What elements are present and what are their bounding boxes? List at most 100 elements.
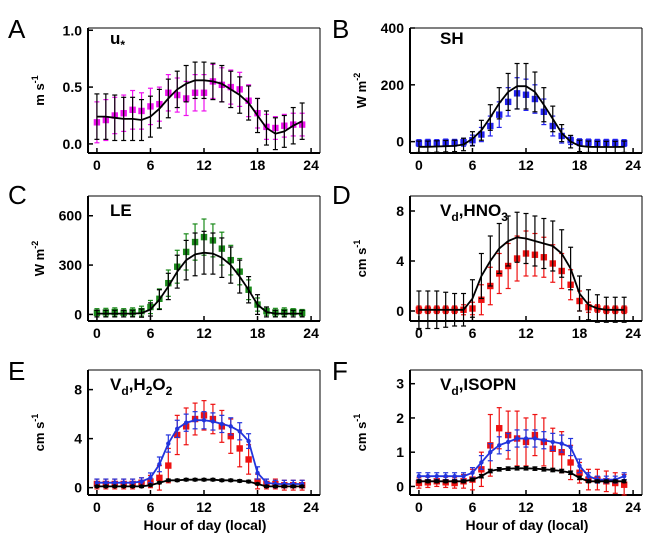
data-point — [567, 459, 574, 466]
y-axis-label: cm s-1 — [352, 240, 369, 278]
y-tick-label: 1.0 — [63, 22, 83, 38]
x-axis-label-right: Hour of day (local) — [466, 517, 589, 533]
data-point — [219, 478, 225, 483]
y-axis-label-main: m s — [32, 83, 47, 105]
data-point — [183, 420, 189, 425]
x-tick-label: 18 — [250, 499, 266, 515]
y-tick-label: 4 — [396, 253, 404, 269]
y-tick-label: 0 — [396, 303, 404, 319]
data-point — [416, 479, 422, 484]
series-1 — [94, 61, 305, 151]
data-point — [586, 479, 591, 484]
data-point — [192, 418, 198, 423]
data-point — [255, 470, 260, 476]
data-point — [130, 484, 135, 489]
panel-title-part: d — [451, 384, 458, 398]
panel-title-part: * — [120, 38, 125, 52]
y-axis-label-sup: -2 — [352, 73, 362, 81]
x-tick-label: 6 — [469, 325, 477, 341]
data-point — [586, 473, 591, 479]
data-point — [550, 467, 555, 473]
panel-title: Vd,H2O2 — [110, 375, 173, 398]
series-line — [418, 467, 625, 483]
panel-title-part: u — [110, 29, 120, 48]
panel-title-part: 2 — [146, 384, 153, 398]
data-point — [156, 474, 163, 482]
series-1 — [416, 62, 627, 154]
data-point — [103, 484, 109, 489]
panel-title-part: ,H — [129, 375, 146, 394]
series-0 — [415, 230, 628, 316]
x-tick-label: 24 — [625, 499, 641, 515]
x-tick-label: 0 — [415, 157, 423, 173]
data-point — [461, 479, 466, 484]
data-point — [228, 424, 233, 429]
data-point — [532, 466, 538, 471]
panel-title: SH — [440, 29, 464, 48]
data-point — [121, 480, 126, 485]
data-point — [434, 473, 439, 479]
series-1 — [94, 411, 305, 489]
panel-title-part: 3 — [501, 210, 508, 224]
data-point — [479, 473, 484, 479]
data-point — [157, 462, 162, 467]
data-point — [434, 479, 439, 484]
data-point — [264, 484, 269, 489]
data-point — [621, 479, 627, 484]
x-tick-label: 6 — [147, 499, 155, 515]
data-point — [237, 429, 242, 434]
x-tick-label: 18 — [250, 325, 266, 341]
panel-b: B SH 0 6 12 18 24 0 200 400 W m-2 — [332, 14, 643, 173]
data-point — [210, 477, 216, 482]
y-axis-label-main: cm s — [32, 422, 47, 452]
y-axis-label: W m-2 — [352, 73, 369, 108]
panel-title-part: O — [152, 375, 165, 394]
x-tick-label: 12 — [518, 499, 534, 515]
data-point — [227, 432, 234, 440]
data-point — [299, 484, 305, 489]
y-tick-label: 8 — [74, 382, 82, 398]
data-point — [201, 418, 207, 423]
y-tick-label: 0 — [396, 478, 404, 494]
y-axis-label: cm s-1 — [352, 414, 369, 452]
x-tick-label: 0 — [93, 157, 101, 173]
data-point — [470, 470, 475, 475]
data-point — [139, 484, 144, 489]
series-line — [418, 85, 625, 148]
data-point — [470, 477, 475, 482]
data-point — [219, 421, 225, 427]
panel-title-part: V — [440, 375, 452, 394]
y-tick-label: 8 — [396, 203, 404, 219]
x-tick-label: 6 — [147, 157, 155, 173]
y-tick-label: 0 — [74, 306, 82, 322]
panel-letter: A — [8, 14, 26, 44]
data-point — [273, 484, 278, 489]
panel-letter: C — [8, 180, 27, 210]
panel-title-part: ,HNO — [459, 201, 502, 220]
panel-title: LE — [110, 201, 132, 220]
panel-title: Vd,ISOPN — [440, 375, 516, 398]
y-axis-label-sup: -1 — [352, 240, 362, 248]
data-point — [461, 473, 466, 479]
data-point — [577, 463, 582, 469]
y-axis-label-sup: -2 — [30, 241, 40, 249]
series-1 — [416, 211, 627, 330]
data-point — [425, 473, 431, 479]
data-point — [245, 456, 252, 463]
x-tick-label: 0 — [415, 325, 423, 341]
panel-title: Vd,HNO3 — [440, 201, 508, 224]
data-point — [479, 460, 484, 465]
data-point — [94, 484, 100, 489]
y-axis-label-main: W m — [354, 81, 369, 108]
data-point — [175, 478, 180, 483]
y-axis-label-sup: -1 — [30, 414, 40, 422]
data-point — [568, 444, 573, 450]
y-axis-label-main: W m — [32, 249, 47, 276]
series-0 — [93, 218, 306, 318]
panel-title-part: 2 — [166, 384, 173, 398]
data-point — [452, 479, 457, 484]
